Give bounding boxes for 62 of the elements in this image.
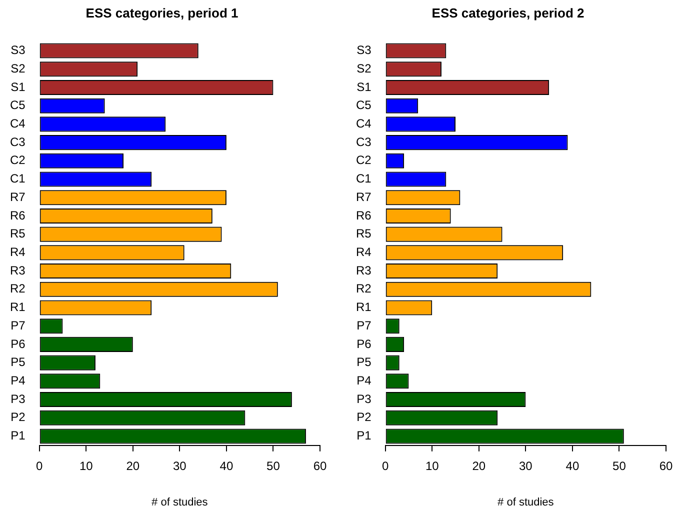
x-tick-label: 60 bbox=[659, 458, 673, 473]
y-tick-label: P1 bbox=[10, 428, 26, 443]
y-tick-label: P6 bbox=[356, 336, 372, 351]
chart-title: ESS categories, period 1 bbox=[86, 5, 238, 20]
x-tick-label: 60 bbox=[313, 458, 327, 473]
x-tick-label: 40 bbox=[220, 458, 234, 473]
y-tick-label: C2 bbox=[10, 153, 26, 168]
x-tick-label: 10 bbox=[425, 458, 440, 473]
y-tick-label: P3 bbox=[10, 392, 26, 406]
y-tick-label: R7 bbox=[10, 190, 26, 204]
y-tick-label: P5 bbox=[10, 355, 26, 370]
y-tick-label: S2 bbox=[10, 61, 26, 76]
y-tick-label: R5 bbox=[356, 226, 372, 241]
x-tick-label: 30 bbox=[518, 458, 533, 473]
y-tick-label: R1 bbox=[356, 300, 372, 314]
y-tick-label: C3 bbox=[10, 134, 26, 149]
y-tick-label: R4 bbox=[10, 244, 26, 259]
y-tick-label: R4 bbox=[356, 244, 372, 259]
chart-title: ESS categories, period 2 bbox=[432, 5, 584, 20]
y-tick-label: S3 bbox=[10, 43, 26, 58]
y-tick-label: S2 bbox=[356, 61, 372, 76]
y-tick-label: C5 bbox=[10, 98, 26, 112]
y-tick-label: P4 bbox=[356, 373, 372, 388]
y-tick-label: R2 bbox=[356, 282, 372, 296]
y-tick-label: P2 bbox=[10, 410, 26, 424]
y-tick-label: C3 bbox=[356, 134, 372, 149]
y-tick-label: C4 bbox=[10, 116, 26, 131]
y-tick-label: C2 bbox=[356, 153, 372, 168]
y-tick-label: P2 bbox=[356, 410, 372, 424]
y-tick-label: S1 bbox=[356, 80, 372, 94]
y-tick-label: P1 bbox=[356, 428, 372, 443]
y-tick-label: C1 bbox=[10, 172, 26, 186]
y-tick-label: R3 bbox=[10, 263, 26, 278]
y-tick-label: R7 bbox=[356, 190, 372, 204]
x-tick-label: 20 bbox=[472, 458, 486, 473]
y-tick-label: R6 bbox=[10, 208, 26, 222]
x-tick-label: 40 bbox=[566, 458, 580, 473]
y-tick-label: P7 bbox=[10, 318, 26, 332]
x-tick-label: 0 bbox=[36, 458, 43, 473]
x-tick-label: 50 bbox=[612, 458, 626, 473]
x-tick-label: 50 bbox=[266, 458, 280, 473]
x-tick-label: 0 bbox=[382, 458, 389, 473]
x-tick-label: 20 bbox=[126, 458, 140, 473]
y-tick-label: P7 bbox=[356, 318, 372, 332]
y-tick-label: S1 bbox=[10, 80, 26, 94]
y-tick-label: C5 bbox=[356, 98, 372, 112]
y-tick-label: P5 bbox=[356, 355, 372, 370]
y-tick-label: P6 bbox=[10, 336, 26, 351]
y-tick-label: R2 bbox=[10, 282, 26, 296]
x-axis-title: # of studies bbox=[152, 496, 208, 508]
y-tick-label: C4 bbox=[356, 116, 372, 131]
y-tick-label: R3 bbox=[356, 263, 372, 278]
y-tick-label: R5 bbox=[10, 226, 26, 241]
y-tick-label: R6 bbox=[356, 208, 372, 222]
x-axis-title: # of studies bbox=[498, 496, 554, 508]
x-tick-label: 10 bbox=[79, 458, 94, 473]
y-tick-label: P3 bbox=[356, 392, 372, 406]
x-tick-label: 30 bbox=[172, 458, 187, 473]
y-tick-label: S3 bbox=[356, 43, 372, 58]
y-tick-label: R1 bbox=[10, 300, 26, 314]
y-tick-label: C1 bbox=[356, 172, 372, 186]
y-tick-label: P4 bbox=[10, 373, 26, 388]
